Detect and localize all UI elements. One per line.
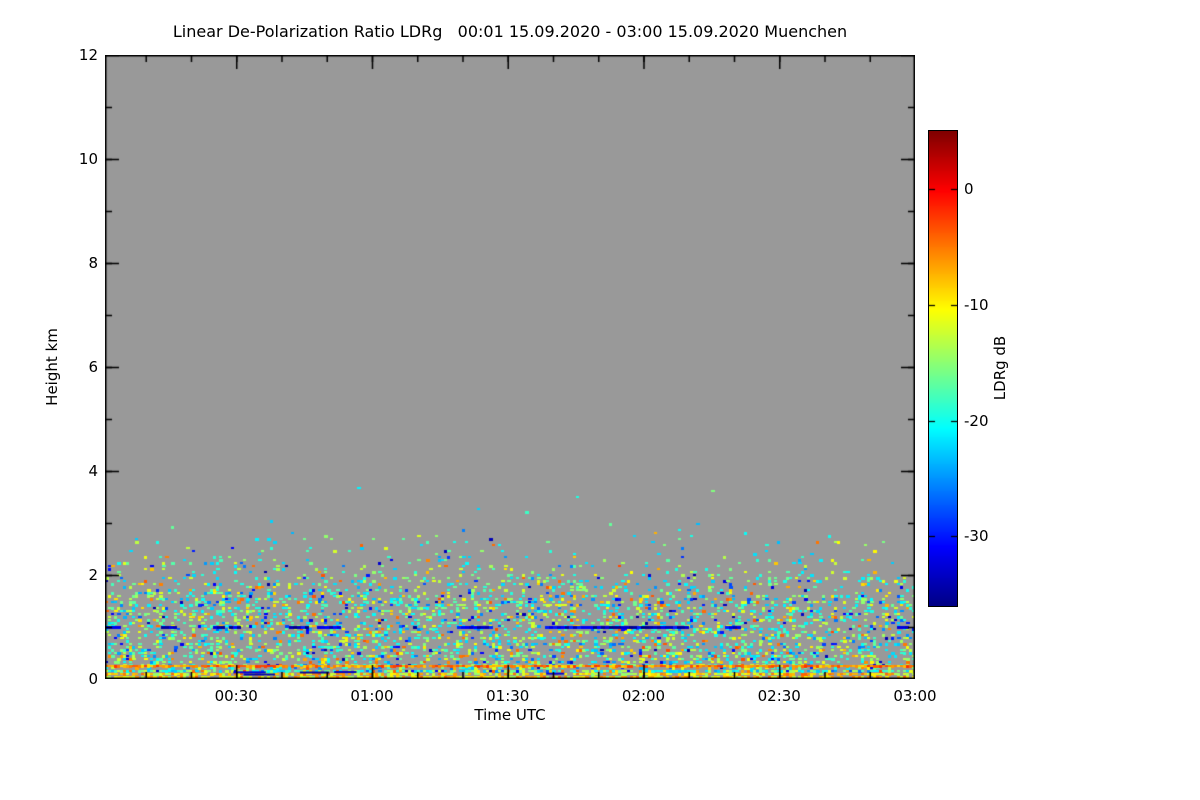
colorbar-tick-label: 0 — [964, 179, 974, 198]
y-tick-label: 12 — [78, 46, 98, 64]
heatmap-canvas — [105, 55, 915, 679]
x-tick-label: 00:30 — [214, 687, 258, 705]
colorbar-tick-label: -30 — [964, 527, 989, 546]
x-tick-label: 01:30 — [486, 687, 530, 705]
y-tick-label: 4 — [88, 462, 98, 480]
colorbar-label: LDRg dB — [991, 335, 1009, 401]
x-axis-label: Time UTC — [474, 706, 546, 724]
y-tick-label: 10 — [78, 150, 98, 168]
x-tick-label: 02:00 — [621, 687, 666, 705]
y-tick-label: 8 — [88, 254, 98, 272]
y-tick-label: 2 — [88, 566, 98, 584]
y-tick-label: 0 — [88, 670, 98, 688]
chart-title: Linear De-Polarization Ratio LDRg 00:01 … — [172, 22, 848, 41]
colorbar — [928, 130, 958, 607]
colorbar-tick-label: -10 — [964, 295, 989, 314]
x-tick-label: 03:00 — [893, 687, 937, 705]
y-tick-label: 6 — [88, 358, 98, 376]
plot-area — [105, 55, 915, 679]
x-tick-label: 02:30 — [757, 687, 801, 705]
colorbar-canvas — [928, 130, 958, 607]
x-tick-label: 01:00 — [350, 687, 394, 705]
colorbar-tick-label: -20 — [964, 411, 989, 430]
